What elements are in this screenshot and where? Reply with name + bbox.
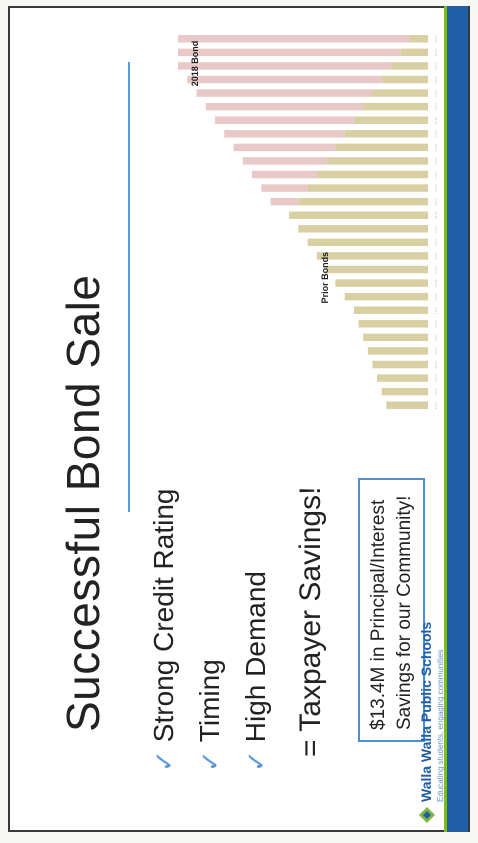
prior-bond-bar [344,130,429,138]
prior-bond-bar [377,374,429,382]
prior-bond-bar [363,102,428,111]
prior-bond-bar [386,401,428,409]
check-icon: ✓ [149,750,179,772]
bond-2018-bar [205,102,364,111]
bond-2018-label: 2018 Bond [190,41,200,87]
bond-2018-bar [270,197,299,206]
prior-bond-bar [363,333,428,342]
bond-2018-bar [233,143,336,152]
prior-bond-bar [381,75,428,84]
savings-callout: $13.4M in Principal/Interest Savings for… [358,478,426,742]
prior-bond-bar [289,211,428,219]
title-rule [128,62,130,512]
bond-2018-bar [178,62,391,70]
prior-bond-bar [372,360,428,369]
logo-text: Walla Walla Public Schools [418,621,434,802]
bond-2018-bar [224,130,345,138]
bond-chart: Prior Bonds 2018 Bond [178,35,437,409]
bullet-text: Strong Credit Rating [148,488,179,743]
bond-2018-bar [261,184,308,192]
check-icon: ✓ [241,750,271,772]
prior-bond-bar [316,170,428,179]
bullet-item: ✓ High Demand [240,571,272,772]
prior-bond-bar [316,252,428,260]
bond-2018-bar [178,48,401,57]
prior-bonds-label: Prior Bonds [320,252,330,304]
bond-2018-bar [215,116,354,124]
prior-bond-bar [358,320,428,328]
bullet-item: ✓ Timing [194,659,226,772]
prior-bond-bar [335,279,428,287]
prior-bond-bar [381,387,428,396]
bond-2018-bar [242,157,327,165]
prior-bond-bar [372,89,428,97]
prior-bond-bar [307,238,428,247]
slide-title: Successful Bond Sale [57,274,109,733]
check-icon: ✓ [195,750,225,772]
prior-bond-bar [353,306,428,314]
prior-bond-bar [367,347,429,355]
bullet-text: High Demand [240,571,271,743]
bond-2018-bar [196,89,373,97]
bond-2018-bar [187,75,382,84]
slide-content: Successful Bond Sale ✓ Strong Credit Rati… [8,6,470,832]
bullet-text: Timing [194,659,225,743]
prior-bond-bar [344,292,429,301]
bond-2018-bar [178,35,410,43]
prior-bond-bar [335,143,428,152]
bullet-item: ✓ Strong Credit Rating [148,489,180,772]
bond-2018-bar [252,170,317,179]
prior-bond-bar [326,157,428,165]
footer-bar [444,6,468,832]
prior-bond-bar [409,35,428,43]
prior-bond-bar [307,184,428,192]
footer-accent [444,6,447,832]
logo-tagline: Educating students, engaging communities [436,649,445,802]
prior-bond-bar [298,225,428,233]
prior-bond-bar [353,116,428,124]
prior-bond-bar [400,48,429,57]
prior-bond-bar [326,265,428,274]
savings-line: = Taxpayer Savings! [294,486,327,757]
prior-bond-bar [298,197,428,206]
logo-icon [419,807,435,823]
prior-bond-bar [390,62,429,70]
